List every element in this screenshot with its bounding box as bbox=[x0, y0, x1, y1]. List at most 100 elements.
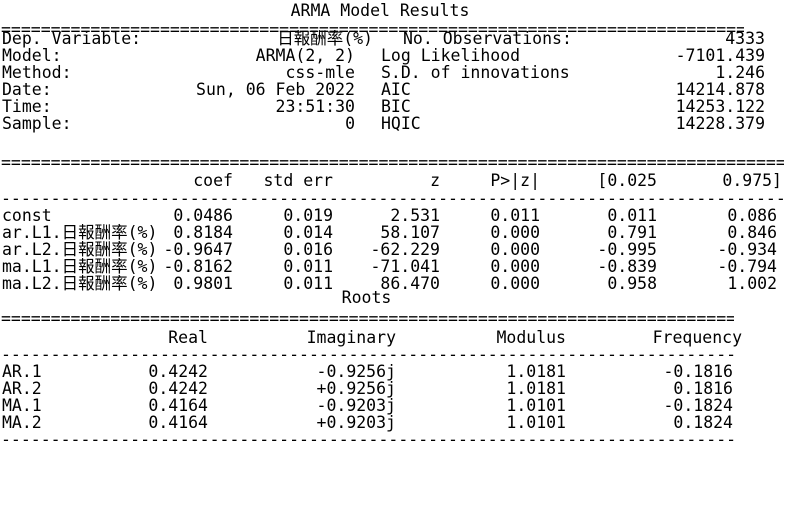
separator-bottom: ----------------------------------------… bbox=[1, 431, 734, 448]
real-header: Real bbox=[168, 328, 208, 347]
param-ci-high: 1.002 bbox=[727, 274, 777, 293]
param-ci-low: 0.958 bbox=[607, 274, 657, 293]
coef-header-row: coef std err z P>|z| [0.025 0.975] bbox=[0, 172, 800, 189]
modulus-header: Modulus bbox=[496, 328, 566, 347]
param-ci-low: -0.839 bbox=[597, 257, 657, 276]
coef-row-ar-l2: ar.L2.日報酬率(%) -0.9647 0.016 -62.229 0.00… bbox=[0, 241, 800, 258]
sample-label: Sample: bbox=[2, 114, 72, 133]
param-p: 0.000 bbox=[490, 223, 540, 242]
param-p: 0.000 bbox=[490, 274, 540, 293]
param-z: -71.041 bbox=[370, 257, 440, 276]
bic-label: BIC bbox=[381, 97, 411, 116]
root-name: MA.1 bbox=[2, 396, 42, 415]
root-real: 0.4164 bbox=[148, 413, 208, 432]
frequency-header: Frequency bbox=[652, 328, 742, 347]
param-coef: 0.0486 bbox=[173, 206, 233, 225]
param-std-err: 0.014 bbox=[283, 223, 333, 242]
param-p: 0.000 bbox=[490, 240, 540, 259]
roots-title: Roots bbox=[341, 288, 392, 307]
method-label: Method: bbox=[2, 63, 72, 82]
bic-value: 14253.122 bbox=[675, 97, 765, 116]
param-ci-high: 0.086 bbox=[727, 206, 777, 225]
separator-roots-header: ----------------------------------------… bbox=[1, 346, 734, 363]
param-name: ar.L2.日報酬率(%) bbox=[2, 240, 158, 259]
param-std-err: 0.016 bbox=[283, 240, 333, 259]
arma-results-report: { "title": "ARMA Model Results", "separa… bbox=[0, 1, 800, 448]
ci-high-header: 0.975] bbox=[722, 171, 782, 190]
root-frequency: -0.1824 bbox=[663, 396, 733, 415]
hqic-value: 14228.379 bbox=[675, 114, 765, 133]
roots-header-row: Real Imaginary Modulus Frequency bbox=[0, 329, 800, 346]
dep-variable-value: 日報酬率(%) bbox=[277, 29, 373, 48]
param-ci-high: -0.934 bbox=[717, 240, 777, 259]
sd-innovations-label: S.D. of innovations bbox=[381, 63, 570, 82]
method-value: css-mle bbox=[285, 63, 355, 82]
separator-coef-top: ========================================… bbox=[1, 154, 784, 171]
dep-variable-label: Dep. Variable: bbox=[2, 29, 142, 48]
log-likelihood-label: Log Likelihood bbox=[381, 46, 521, 65]
param-name: ma.L1.日報酬率(%) bbox=[2, 257, 158, 276]
root-real: 0.4242 bbox=[148, 379, 208, 398]
no-observations-label: No. Observations: bbox=[403, 29, 572, 48]
param-z: 58.107 bbox=[380, 223, 440, 242]
coef-row-ar-l1: ar.L1.日報酬率(%) 0.8184 0.014 58.107 0.000 … bbox=[0, 224, 800, 241]
root-modulus: 1.0181 bbox=[506, 379, 566, 398]
root-name: AR.2 bbox=[2, 379, 42, 398]
root-modulus: 1.0101 bbox=[506, 396, 566, 415]
param-std-err: 0.019 bbox=[283, 206, 333, 225]
no-observations-value: 4333 bbox=[725, 29, 765, 48]
root-frequency: -0.1816 bbox=[663, 362, 733, 381]
imaginary-header: Imaginary bbox=[306, 328, 396, 347]
sample-value: 0 bbox=[345, 114, 355, 133]
model-label: Model: bbox=[2, 46, 62, 65]
param-ci-high: 0.846 bbox=[727, 223, 777, 242]
root-imaginary: -0.9256j bbox=[316, 362, 396, 381]
param-ci-low: -0.995 bbox=[597, 240, 657, 259]
coef-row-ma-l2: ma.L2.日報酬率(%) 0.9801 0.011 86.470 0.000 … bbox=[0, 275, 800, 292]
param-z: 2.531 bbox=[390, 206, 440, 225]
root-modulus: 1.0181 bbox=[506, 362, 566, 381]
root-frequency: 0.1824 bbox=[673, 413, 733, 432]
date-value: Sun, 06 Feb 2022 bbox=[196, 80, 355, 99]
roots-row-ma1: MA.1 0.4164 -0.9203j 1.0101 -0.1824 bbox=[0, 397, 800, 414]
p-value-header: P>|z| bbox=[490, 171, 540, 190]
param-coef: -0.8162 bbox=[163, 257, 233, 276]
z-header: z bbox=[430, 171, 440, 190]
aic-value: 14214.878 bbox=[675, 80, 765, 99]
info-row-method: Method: css-mle S.D. of innovations 1.24… bbox=[0, 64, 800, 81]
info-row-date: Date: Sun, 06 Feb 2022 AIC 14214.878 bbox=[0, 81, 800, 98]
param-ci-low: 0.791 bbox=[607, 223, 657, 242]
ci-low-header: [0.025 bbox=[597, 171, 657, 190]
param-z: 86.470 bbox=[380, 274, 440, 293]
root-modulus: 1.0101 bbox=[506, 413, 566, 432]
coef-header: coef bbox=[193, 171, 233, 190]
aic-label: AIC bbox=[381, 80, 411, 99]
model-value: ARMA(2, 2) bbox=[255, 46, 355, 65]
roots-row-ar1: AR.1 0.4242 -0.9256j 1.0181 -0.1816 bbox=[0, 363, 800, 380]
time-label: Time: bbox=[2, 97, 52, 116]
std-err-header: std err bbox=[263, 171, 333, 190]
separator-roots-top: ========================================… bbox=[1, 310, 734, 327]
root-real: 0.4164 bbox=[148, 396, 208, 415]
separator-coef-header: ----------------------------------------… bbox=[1, 190, 784, 207]
log-likelihood-value: -7101.439 bbox=[675, 46, 765, 65]
param-std-err: 0.011 bbox=[283, 274, 333, 293]
date-label: Date: bbox=[2, 80, 52, 99]
param-coef: 0.8184 bbox=[173, 223, 233, 242]
param-coef: 0.9801 bbox=[173, 274, 233, 293]
param-p: 0.000 bbox=[490, 257, 540, 276]
coef-row-const: const 0.0486 0.019 2.531 0.011 0.011 0.0… bbox=[0, 207, 800, 224]
param-p: 0.011 bbox=[490, 206, 540, 225]
root-imaginary: +0.9203j bbox=[316, 413, 396, 432]
root-imaginary: -0.9203j bbox=[316, 396, 396, 415]
info-row-model: Model: ARMA(2, 2) Log Likelihood -7101.4… bbox=[0, 47, 800, 64]
param-std-err: 0.011 bbox=[283, 257, 333, 276]
roots-row-ma2: MA.2 0.4164 +0.9203j 1.0101 0.1824 bbox=[0, 414, 800, 431]
root-imaginary: +0.9256j bbox=[316, 379, 396, 398]
info-row-sample: Sample: 0 HQIC 14228.379 bbox=[0, 115, 800, 132]
separator-top: ========================================… bbox=[1, 21, 744, 38]
report-title: ARMA Model Results bbox=[290, 1, 470, 20]
param-name: const bbox=[2, 206, 52, 225]
root-name: AR.1 bbox=[2, 362, 42, 381]
param-z: -62.229 bbox=[370, 240, 440, 259]
